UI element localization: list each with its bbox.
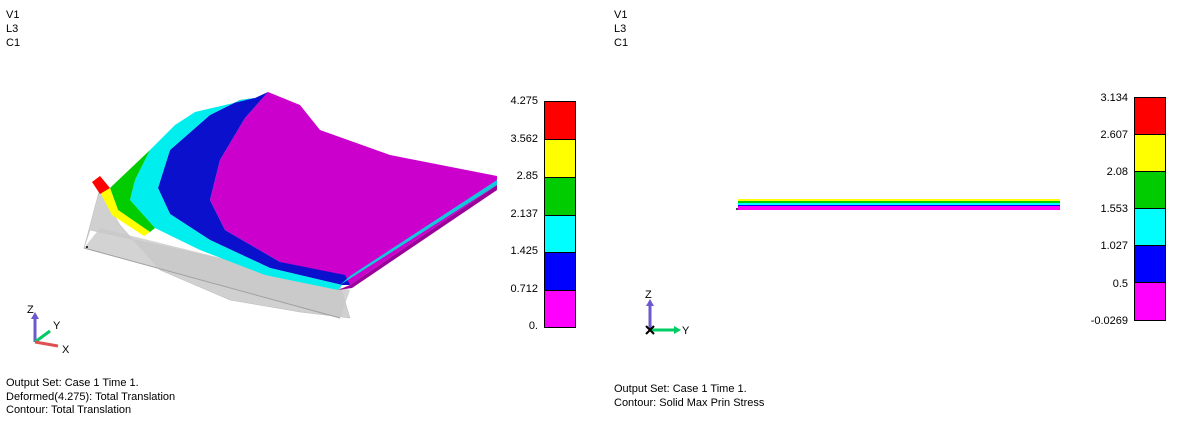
view-identifiers: V1 L3 C1 xyxy=(6,8,20,50)
output-set-text: Output Set: Case 1 Time 1. xyxy=(6,377,139,389)
contour-text: Contour: Solid Max Prin Stress xyxy=(614,396,765,409)
legend-swatch-blue xyxy=(544,252,576,290)
deformed-plate-model xyxy=(83,92,497,319)
constraint-id: C1 xyxy=(614,37,629,49)
legend-label: 2.137 xyxy=(510,208,538,220)
plate-front-edge xyxy=(340,180,497,285)
load-id: L3 xyxy=(614,23,627,35)
contour-magenta-region xyxy=(210,92,497,285)
legend-label: 4.275 xyxy=(510,95,538,107)
legend-label: 0.5 xyxy=(1112,278,1128,290)
axis-z-label: Z xyxy=(27,304,34,316)
contour-band-blue xyxy=(738,205,1060,206)
axes-triad-icon: Z Y xyxy=(645,289,690,337)
view-id: V1 xyxy=(614,9,628,21)
constraint-id: C1 xyxy=(6,37,21,49)
contour-blue-region xyxy=(158,92,350,285)
legend-label: 2.85 xyxy=(516,170,538,182)
legend-swatch-green xyxy=(544,177,576,215)
output-info: Output Set: Case 1 Time 1. Contour: Soli… xyxy=(614,383,764,410)
axis-y-label: Y xyxy=(53,320,61,332)
view-identifiers: V1 L3 C1 xyxy=(614,8,628,50)
legend-label: 3.562 xyxy=(510,133,538,145)
viewport-divider xyxy=(592,0,596,421)
left-viewport[interactable]: V1 L3 C1 4.275 3.562 2.85 2.137 1.425 0.… xyxy=(0,0,592,421)
plate-side-view-model xyxy=(736,199,1060,210)
legend-swatch-green xyxy=(1134,171,1166,208)
legend-label: 1.553 xyxy=(1100,203,1128,215)
legend-label: 0. xyxy=(528,320,538,332)
legend-swatch-yellow xyxy=(544,139,576,177)
legend-label: 3.134 xyxy=(1100,92,1128,104)
contour-red-region xyxy=(92,176,110,194)
output-info: Output Set: Case 1 Time 1. Deformed(4.27… xyxy=(6,377,175,418)
legend-label: 2.08 xyxy=(1106,166,1128,178)
axis-z-label: Z xyxy=(645,289,652,301)
legend-swatch-cyan xyxy=(544,215,576,252)
legend-swatch-magenta xyxy=(1134,282,1166,321)
mesh-node-marker xyxy=(86,246,88,248)
legend-swatch-red xyxy=(544,101,576,139)
output-set-text: Output Set: Case 1 Time 1. xyxy=(614,383,747,395)
axis-y-label: Y xyxy=(682,325,690,337)
legend-swatch-red xyxy=(1134,97,1166,134)
right-viewport[interactable]: V1 L3 C1 3.134 2.607 2.08 1.553 1.027 0.… xyxy=(596,0,1184,421)
contour-band-green xyxy=(738,201,1060,203)
axis-x-label: X xyxy=(62,344,70,356)
contour-band-yellow xyxy=(738,199,1060,201)
legend-label: 1.027 xyxy=(1100,240,1128,252)
contour-text: Contour: Total Translation xyxy=(6,404,132,416)
contour-yellow-region xyxy=(100,188,150,236)
legend-swatch-blue xyxy=(1134,245,1166,282)
contour-band-magenta xyxy=(738,206,1060,210)
contour-band-cyan xyxy=(738,203,1060,205)
deformed-text: Deformed(4.275): Total Translation xyxy=(6,390,176,403)
load-id: L3 xyxy=(6,23,19,35)
axes-triad-icon: Z Y X xyxy=(27,304,70,356)
contour-green-region xyxy=(110,150,155,232)
legend-label: 2.607 xyxy=(1100,129,1128,141)
undeformed-mesh-shadow-lower xyxy=(84,228,350,318)
legend-label: 1.425 xyxy=(510,245,538,257)
legend-swatch-cyan xyxy=(1134,208,1166,245)
legend-swatch-yellow xyxy=(1134,134,1166,171)
legend-label: 0.712 xyxy=(510,283,538,295)
view-id: V1 xyxy=(6,9,20,21)
legend-label: -0.0269 xyxy=(1090,315,1128,327)
legend-swatch-magenta xyxy=(544,290,576,328)
